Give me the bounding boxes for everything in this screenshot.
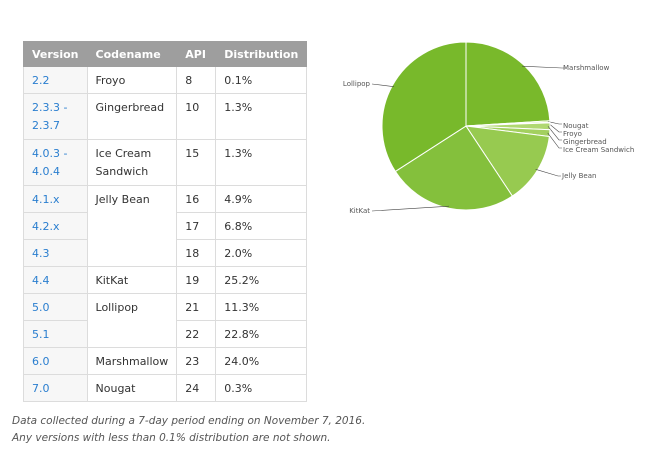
table-row: 5.1 22 22.8%	[23, 320, 308, 348]
version-link[interactable]: 2.3.3 - 2.3.7	[32, 101, 68, 132]
version-link[interactable]: 7.0	[32, 382, 50, 395]
api-cell: 17	[176, 212, 217, 240]
api-cell: 21	[176, 293, 217, 321]
api-cell: 22	[176, 320, 217, 348]
version-cell: 4.3	[23, 239, 88, 267]
version-cell: 2.3.3 - 2.3.7	[23, 93, 88, 140]
pie-slice-lollipop	[381, 41, 467, 173]
leader-line	[371, 83, 395, 87]
leader-line	[522, 65, 565, 69]
version-link[interactable]: 4.0.3 - 4.0.4	[32, 147, 68, 178]
table-row: 4.3 18 2.0%	[23, 239, 308, 267]
distribution-cell: 6.8%	[215, 212, 308, 240]
api-cell: 24	[176, 374, 217, 402]
version-cell: 4.4	[23, 266, 88, 294]
version-cell: 5.0	[23, 293, 88, 321]
codename-cell: Nougat	[86, 374, 178, 402]
codename-cell: Gingerbread	[86, 93, 178, 140]
api-cell: 16	[176, 185, 217, 213]
version-cell: 5.1	[23, 320, 88, 348]
api-cell: 10	[176, 93, 217, 140]
version-link[interactable]: 5.1	[32, 328, 50, 341]
distribution-cell: 1.3%	[215, 139, 308, 186]
version-link[interactable]: 5.0	[32, 301, 50, 314]
table-row: 2.3.3 - 2.3.7 Gingerbread 10 1.3%	[23, 93, 308, 140]
codename-cell: Jelly Bean	[86, 185, 178, 267]
table-row: 4.1.x Jelly Bean 16 4.9%	[23, 185, 308, 267]
slice-label: Marshmallow	[563, 64, 610, 72]
slice-label: Ice Cream Sandwich	[563, 146, 634, 154]
distribution-cell: 25.2%	[215, 266, 308, 294]
footnote-threshold: Any versions with less than 0.1% distrib…	[12, 432, 331, 444]
leader-line	[547, 121, 562, 125]
version-cell: 7.0	[23, 374, 88, 402]
version-link[interactable]: 2.2	[32, 74, 50, 87]
version-cell: 4.0.3 - 4.0.4	[23, 139, 88, 186]
slice-label: KitKat	[349, 207, 370, 215]
header-version: Version	[23, 41, 88, 67]
version-link[interactable]: 4.1.x	[32, 193, 60, 206]
distribution-cell: 0.3%	[215, 374, 308, 402]
api-cell: 8	[176, 66, 217, 94]
table-row: 4.4 KitKat 19 25.2%	[23, 266, 308, 294]
pie-slice-kitkat	[394, 125, 514, 211]
api-cell: 19	[176, 266, 217, 294]
pie-slice-marshmallow	[465, 41, 551, 127]
version-link[interactable]: 4.2.x	[32, 220, 60, 233]
footnote-collection-period: Data collected during a 7-day period end…	[12, 415, 366, 427]
footnotes: Data collected during a 7-day period end…	[12, 413, 365, 447]
leader-line	[547, 122, 562, 133]
leader-line	[535, 169, 561, 177]
version-cell: 4.2.x	[23, 212, 88, 240]
distribution-table: Version Codename API Distribution 2.2 Fr…	[23, 41, 308, 402]
table-header-row: Version Codename API Distribution	[23, 41, 308, 67]
distribution-cell: 22.8%	[215, 320, 308, 348]
distribution-cell: 0.1%	[215, 66, 308, 94]
table-row: 4.0.3 - 4.0.4 Ice Cream Sandwich 15 1.3%	[23, 139, 308, 186]
version-link[interactable]: 4.3	[32, 247, 50, 260]
table-row: 7.0 Nougat 24 0.3%	[23, 374, 308, 402]
version-cell: 2.2	[23, 66, 88, 94]
table-row: 4.2.x 17 6.8%	[23, 212, 308, 240]
slice-label: Nougat	[563, 122, 589, 130]
slice-label: Gingerbread	[563, 138, 607, 146]
version-cell: 4.1.x	[23, 185, 88, 213]
table-row: 5.0 Lollipop 21 11.3%	[23, 293, 308, 348]
codename-cell: Ice Cream Sandwich	[86, 139, 178, 186]
codename-cell: Marshmallow	[86, 347, 178, 375]
leader-line	[371, 205, 450, 212]
version-cell: 6.0	[23, 347, 88, 375]
table-row: 2.2 Froyo 8 0.1%	[23, 66, 308, 94]
version-link[interactable]: 4.4	[32, 274, 50, 287]
codename-cell: Lollipop	[86, 293, 178, 348]
slice-label: Lollipop	[343, 80, 371, 88]
distribution-cell: 1.3%	[215, 93, 308, 140]
distribution-cell: 24.0%	[215, 347, 308, 375]
api-cell: 18	[176, 239, 217, 267]
codename-cell: KitKat	[86, 266, 178, 294]
slice-label: Froyo	[563, 130, 582, 138]
leader-line	[547, 132, 562, 149]
distribution-cell: 11.3%	[215, 293, 308, 321]
header-distribution: Distribution	[215, 41, 308, 67]
slice-label: Jelly Bean	[561, 172, 596, 180]
table-row: 6.0 Marshmallow 23 24.0%	[23, 347, 308, 375]
version-link[interactable]: 6.0	[32, 355, 50, 368]
leader-line	[547, 126, 562, 141]
pie-slice-jelly-bean	[464, 125, 550, 197]
api-cell: 23	[176, 347, 217, 375]
